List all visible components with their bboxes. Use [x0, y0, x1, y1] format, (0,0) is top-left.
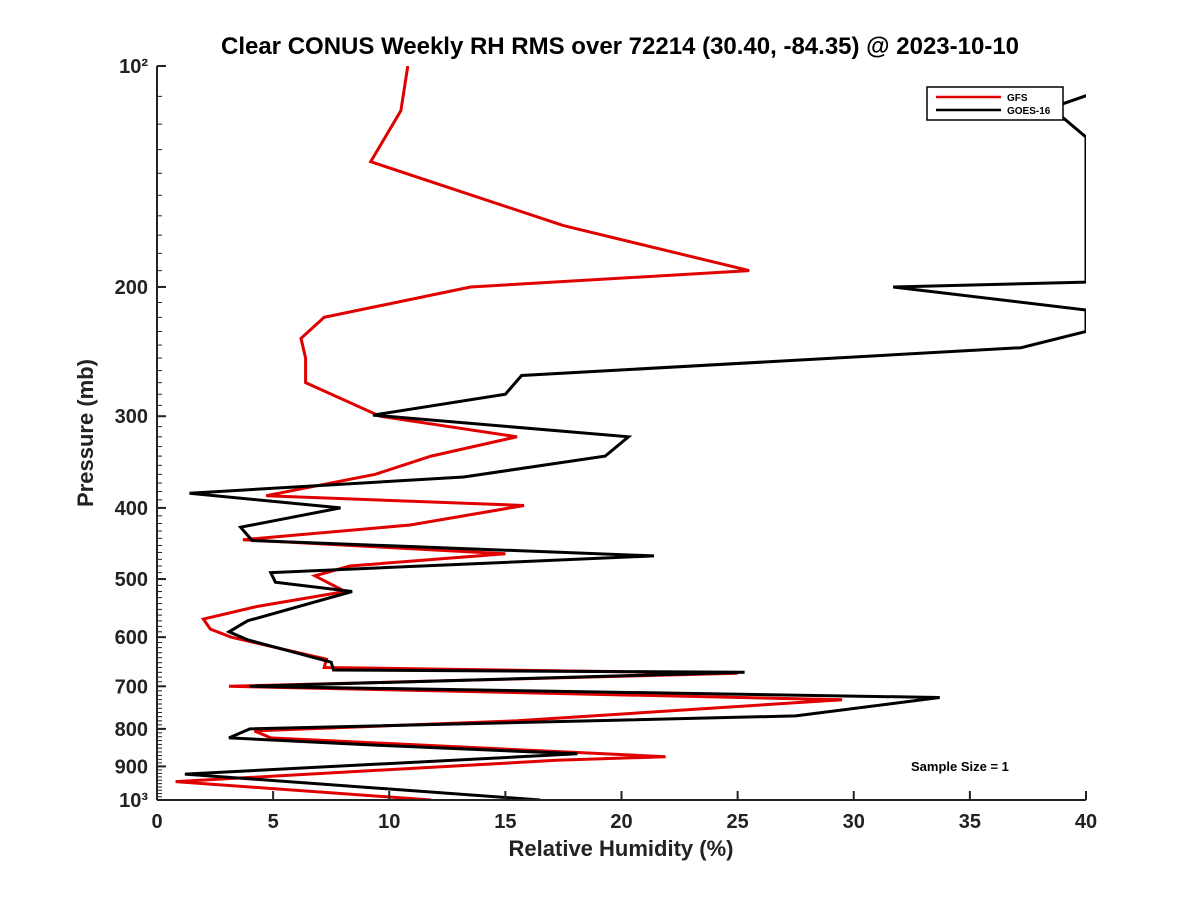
- legend: GFS GOES-16: [926, 86, 1064, 121]
- x-tick-label: 5: [268, 811, 279, 833]
- x-tick-label: 10: [378, 811, 400, 833]
- y-tick-label: 10²: [119, 56, 148, 78]
- sample-size-annotation: Sample Size = 1: [911, 759, 1009, 774]
- x-tick-label: 40: [1075, 811, 1097, 833]
- legend-box: [926, 86, 1064, 121]
- series-line-gfs: [175, 66, 843, 800]
- y-tick-label: 200: [115, 277, 148, 299]
- legend-label: GOES-16: [1007, 106, 1051, 117]
- y-tick-label: 10³: [119, 790, 148, 812]
- x-tick-label: 0: [151, 811, 162, 833]
- x-tick-label: 25: [727, 811, 749, 833]
- x-tick-label: 30: [843, 811, 865, 833]
- legend-label: GFS: [1007, 93, 1028, 104]
- y-tick-label: 900: [115, 756, 148, 778]
- y-tick-label: 800: [115, 719, 148, 741]
- y-tick-label: 500: [115, 569, 148, 591]
- y-axis-label: Pressure (mb): [73, 359, 98, 507]
- y-tick-label: 600: [115, 627, 148, 649]
- x-tick-label: 35: [959, 811, 981, 833]
- x-tick-label: 20: [610, 811, 632, 833]
- x-axis-label: Relative Humidity (%): [509, 836, 734, 861]
- y-tick-label: 300: [115, 406, 148, 428]
- y-tick-label: 400: [115, 498, 148, 520]
- x-tick-label: 15: [494, 811, 516, 833]
- series-line-goes-16: [184, 94, 1086, 800]
- chart-title: Clear CONUS Weekly RH RMS over 72214 (30…: [221, 33, 1019, 60]
- y-tick-label: 700: [115, 676, 148, 698]
